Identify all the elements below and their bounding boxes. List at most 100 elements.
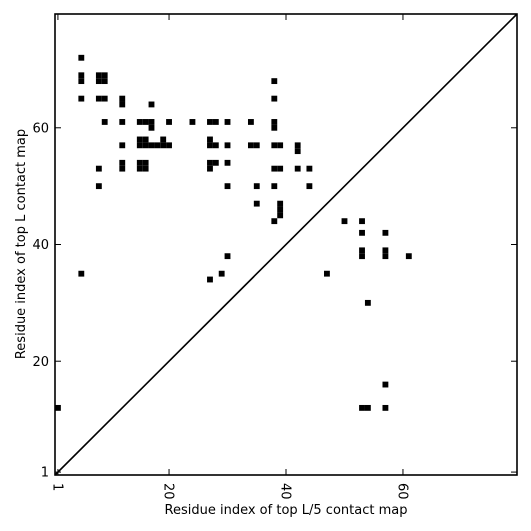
contact-cell-top-l xyxy=(306,165,313,172)
contact-cell-top-l5 xyxy=(364,404,371,411)
contact-cell-top-l xyxy=(207,165,213,172)
contact-cell-top-l xyxy=(207,136,213,143)
contact-cell-top-l5 xyxy=(359,229,365,236)
contact-cell-top-l xyxy=(95,165,102,172)
y-axis-label: Residue index of top L contact map xyxy=(14,129,29,359)
x-tick-label: 60 xyxy=(394,483,409,500)
contact-cell-top-l xyxy=(224,159,231,166)
contact-cell-top-l xyxy=(101,95,108,102)
contact-cell-top-l5 xyxy=(382,381,389,388)
contact-cell-top-l xyxy=(306,183,313,190)
y-tick-label: 1 xyxy=(41,466,49,481)
contact-cell-top-l xyxy=(154,142,161,149)
contact-cell-top-l xyxy=(166,119,172,125)
x-tick-label: 1 xyxy=(49,483,64,491)
contact-cell-top-l xyxy=(277,212,284,219)
contact-cell-top-l5 xyxy=(207,276,213,283)
contact-cell-top-l5 xyxy=(382,229,389,236)
contact-cell-top-l xyxy=(189,119,196,125)
contact-cell-top-l xyxy=(95,78,102,85)
contact-cell-top-l xyxy=(166,142,172,149)
contact-cell-top-l xyxy=(142,159,149,166)
x-tick-label: 40 xyxy=(277,483,292,500)
contact-cell-top-l xyxy=(277,200,284,207)
axis-ticks: 1 20 40 60 1 20 40 60 xyxy=(32,14,517,500)
contact-cell-top-l xyxy=(277,165,284,172)
contact-cell-top-l xyxy=(142,165,149,172)
contact-cell-top-l xyxy=(136,119,143,125)
contact-cell-top-l xyxy=(277,206,284,213)
contact-cell-top-l xyxy=(148,124,155,131)
contact-cell-top-l5 xyxy=(218,270,225,277)
contact-cell-top-l xyxy=(136,165,143,172)
contact-cell-top-l xyxy=(253,200,260,207)
contact-cell-top-l5 xyxy=(224,253,231,260)
contact-cell-top-l xyxy=(224,183,231,190)
contact-cell-top-l xyxy=(142,136,149,143)
contact-cell-top-l5 xyxy=(341,218,348,225)
y-tick-label: 60 xyxy=(32,121,49,136)
contact-cell-top-l5 xyxy=(382,247,389,254)
contact-cell-top-l xyxy=(160,136,167,143)
x-tick-label: 20 xyxy=(160,483,175,500)
y-tick-label: 20 xyxy=(32,355,49,370)
contact-cell-top-l5 xyxy=(55,404,61,411)
contact-cell-top-l xyxy=(101,78,108,85)
contact-cell-top-l xyxy=(253,183,260,190)
contact-cell-top-l xyxy=(212,119,219,125)
contact-cell-top-l5 xyxy=(324,270,330,277)
diagonal-line xyxy=(54,13,518,476)
contact-cell-top-l xyxy=(271,95,278,102)
contact-cell-top-l xyxy=(271,119,278,125)
contact-cell-top-l xyxy=(294,142,301,149)
contact-cell-top-l xyxy=(95,95,102,102)
contact-cell-top-l xyxy=(136,136,143,143)
plot-frame xyxy=(54,13,518,476)
contact-cell-top-l5 xyxy=(78,270,85,277)
contact-cell-top-l xyxy=(119,101,126,108)
contact-cell-top-l xyxy=(277,142,284,149)
contact-cell-top-l xyxy=(142,142,149,149)
contact-cell-top-l xyxy=(207,142,213,149)
contact-cell-top-l xyxy=(271,124,278,131)
contact-cell-top-l xyxy=(207,159,213,166)
contact-cell-top-l xyxy=(148,142,155,149)
contact-cell-top-l xyxy=(101,119,108,125)
contact-cell-top-l xyxy=(142,119,149,125)
contact-cell-top-l xyxy=(78,95,85,102)
contact-cell-top-l xyxy=(253,142,260,149)
contact-cell-top-l xyxy=(119,159,126,166)
contact-cell-top-l5 xyxy=(359,247,365,254)
contact-cell-top-l xyxy=(119,95,126,102)
contact-cell-top-l5 xyxy=(364,299,371,306)
contact-cell-top-l xyxy=(224,119,231,125)
contact-cell-top-l xyxy=(294,148,301,155)
x-axis-label: Residue index of top L/5 contact map xyxy=(165,503,408,518)
contact-cell-top-l5 xyxy=(405,253,412,260)
contact-cell-top-l5 xyxy=(382,253,389,260)
contact-cell-top-l xyxy=(148,119,155,125)
contact-marks xyxy=(55,54,412,411)
contact-cell-top-l xyxy=(271,142,278,149)
contact-cell-top-l xyxy=(119,142,126,149)
contact-cell-top-l xyxy=(78,54,85,61)
contact-cell-top-l5 xyxy=(359,404,365,411)
contact-cell-top-l xyxy=(119,119,126,125)
contact-cell-top-l xyxy=(136,142,143,149)
contact-cell-top-l xyxy=(271,165,278,172)
contact-cell-top-l xyxy=(160,142,167,149)
contact-cell-top-l5 xyxy=(359,218,365,225)
contact-cell-top-l xyxy=(119,165,126,172)
contact-cell-top-l xyxy=(212,159,219,166)
contact-cell-top-l xyxy=(224,142,231,149)
contact-cell-top-l xyxy=(247,119,254,125)
contact-cell-top-l xyxy=(271,183,278,190)
contact-cell-top-l xyxy=(271,218,278,225)
contact-cell-top-l xyxy=(294,165,301,172)
contact-cell-top-l xyxy=(78,78,85,85)
contact-cell-top-l5 xyxy=(382,404,389,411)
contact-cell-top-l xyxy=(148,101,155,108)
contact-cell-top-l xyxy=(136,159,143,166)
contact-cell-top-l xyxy=(271,78,278,85)
contact-cell-top-l xyxy=(101,72,108,79)
